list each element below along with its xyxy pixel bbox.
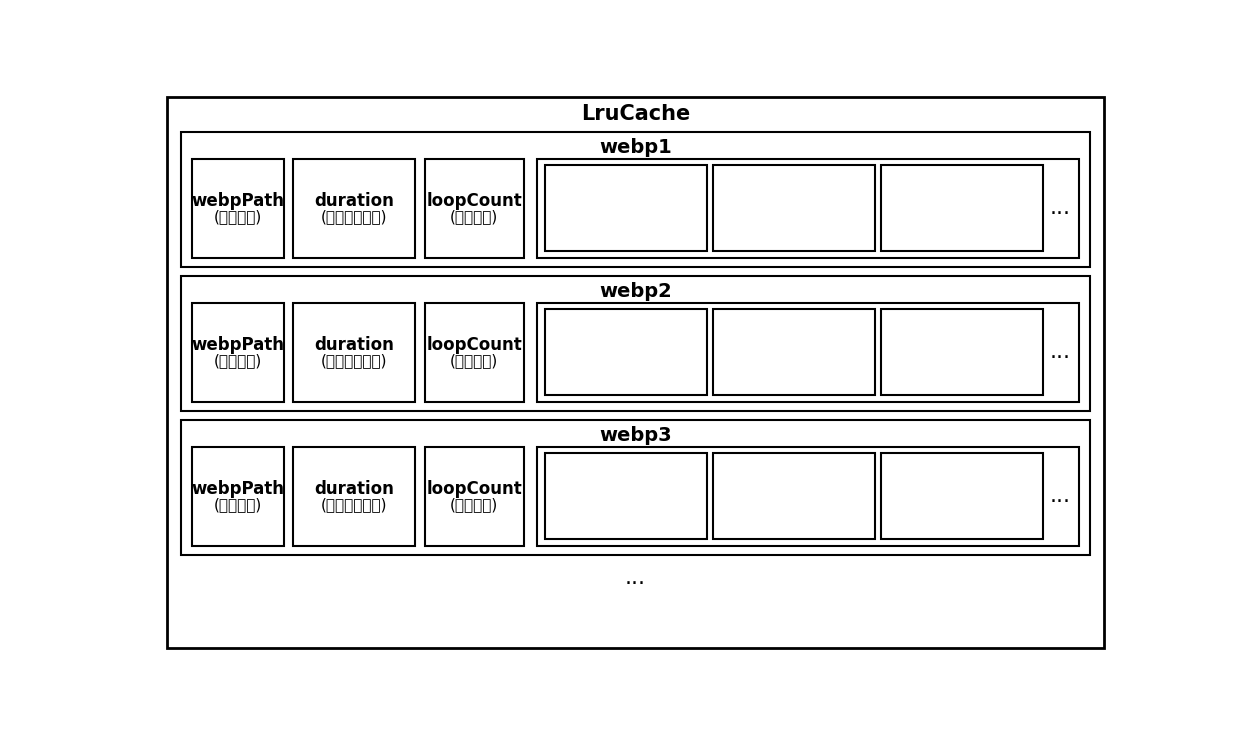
Bar	[537, 447, 1079, 545]
Bar	[537, 159, 1079, 257]
Bar	[293, 303, 415, 401]
Text: ...: ...	[1050, 198, 1070, 218]
Bar	[181, 420, 1090, 555]
Text: ...: ...	[625, 568, 646, 588]
Bar	[293, 447, 415, 545]
Text: webp1: webp1	[599, 138, 672, 157]
Text: (文件路径): (文件路径)	[213, 209, 262, 224]
Text: webpPath: webpPath	[191, 192, 284, 209]
Text: (文件路径): (文件路径)	[213, 498, 262, 512]
Text: frame3: frame3	[932, 199, 992, 218]
Bar	[424, 447, 523, 545]
Bar	[181, 276, 1090, 411]
Bar	[537, 303, 1079, 401]
Text: duration: duration	[314, 480, 394, 498]
Text: frame1: frame1	[595, 343, 656, 362]
Text: (播放次数): (播放次数)	[450, 354, 498, 368]
Text: loopCount: loopCount	[427, 480, 522, 498]
Text: webpPath: webpPath	[191, 336, 284, 354]
Text: frame3: frame3	[932, 487, 992, 505]
Text: loopCount: loopCount	[427, 192, 522, 209]
Text: ...: ...	[1050, 487, 1070, 506]
Text: frame2: frame2	[764, 487, 825, 505]
Text: frame1: frame1	[595, 487, 656, 505]
Text: LruCache: LruCache	[580, 104, 691, 124]
Text: loopCount: loopCount	[427, 336, 522, 354]
Bar	[713, 453, 875, 539]
Bar	[181, 132, 1090, 267]
Bar	[424, 159, 523, 257]
Bar	[192, 303, 284, 401]
Text: (播放次数): (播放次数)	[450, 498, 498, 512]
Text: ...: ...	[1050, 343, 1070, 362]
Bar	[882, 309, 1043, 395]
Bar	[544, 453, 707, 539]
Text: webpPath: webpPath	[191, 480, 284, 498]
Bar	[192, 159, 284, 257]
Text: frame3: frame3	[932, 343, 992, 362]
Bar	[424, 303, 523, 401]
Bar	[882, 453, 1043, 539]
Text: frame2: frame2	[764, 199, 825, 218]
Text: (动态图总时长): (动态图总时长)	[321, 209, 387, 224]
Text: duration: duration	[314, 336, 394, 354]
Text: (文件路径): (文件路径)	[213, 354, 262, 368]
Bar	[544, 165, 707, 251]
Text: (动态图总时长): (动态图总时长)	[321, 498, 387, 512]
Bar	[192, 447, 284, 545]
Bar	[293, 159, 415, 257]
Text: webp3: webp3	[599, 426, 672, 445]
Text: frame1: frame1	[595, 199, 656, 218]
Text: (播放次数): (播放次数)	[450, 209, 498, 224]
Text: duration: duration	[314, 192, 394, 209]
Bar	[713, 309, 875, 395]
Bar	[544, 309, 707, 395]
Text: (动态图总时长): (动态图总时长)	[321, 354, 387, 368]
Text: webp2: webp2	[599, 282, 672, 301]
Bar	[713, 165, 875, 251]
Bar	[882, 165, 1043, 251]
Text: frame2: frame2	[764, 343, 825, 362]
